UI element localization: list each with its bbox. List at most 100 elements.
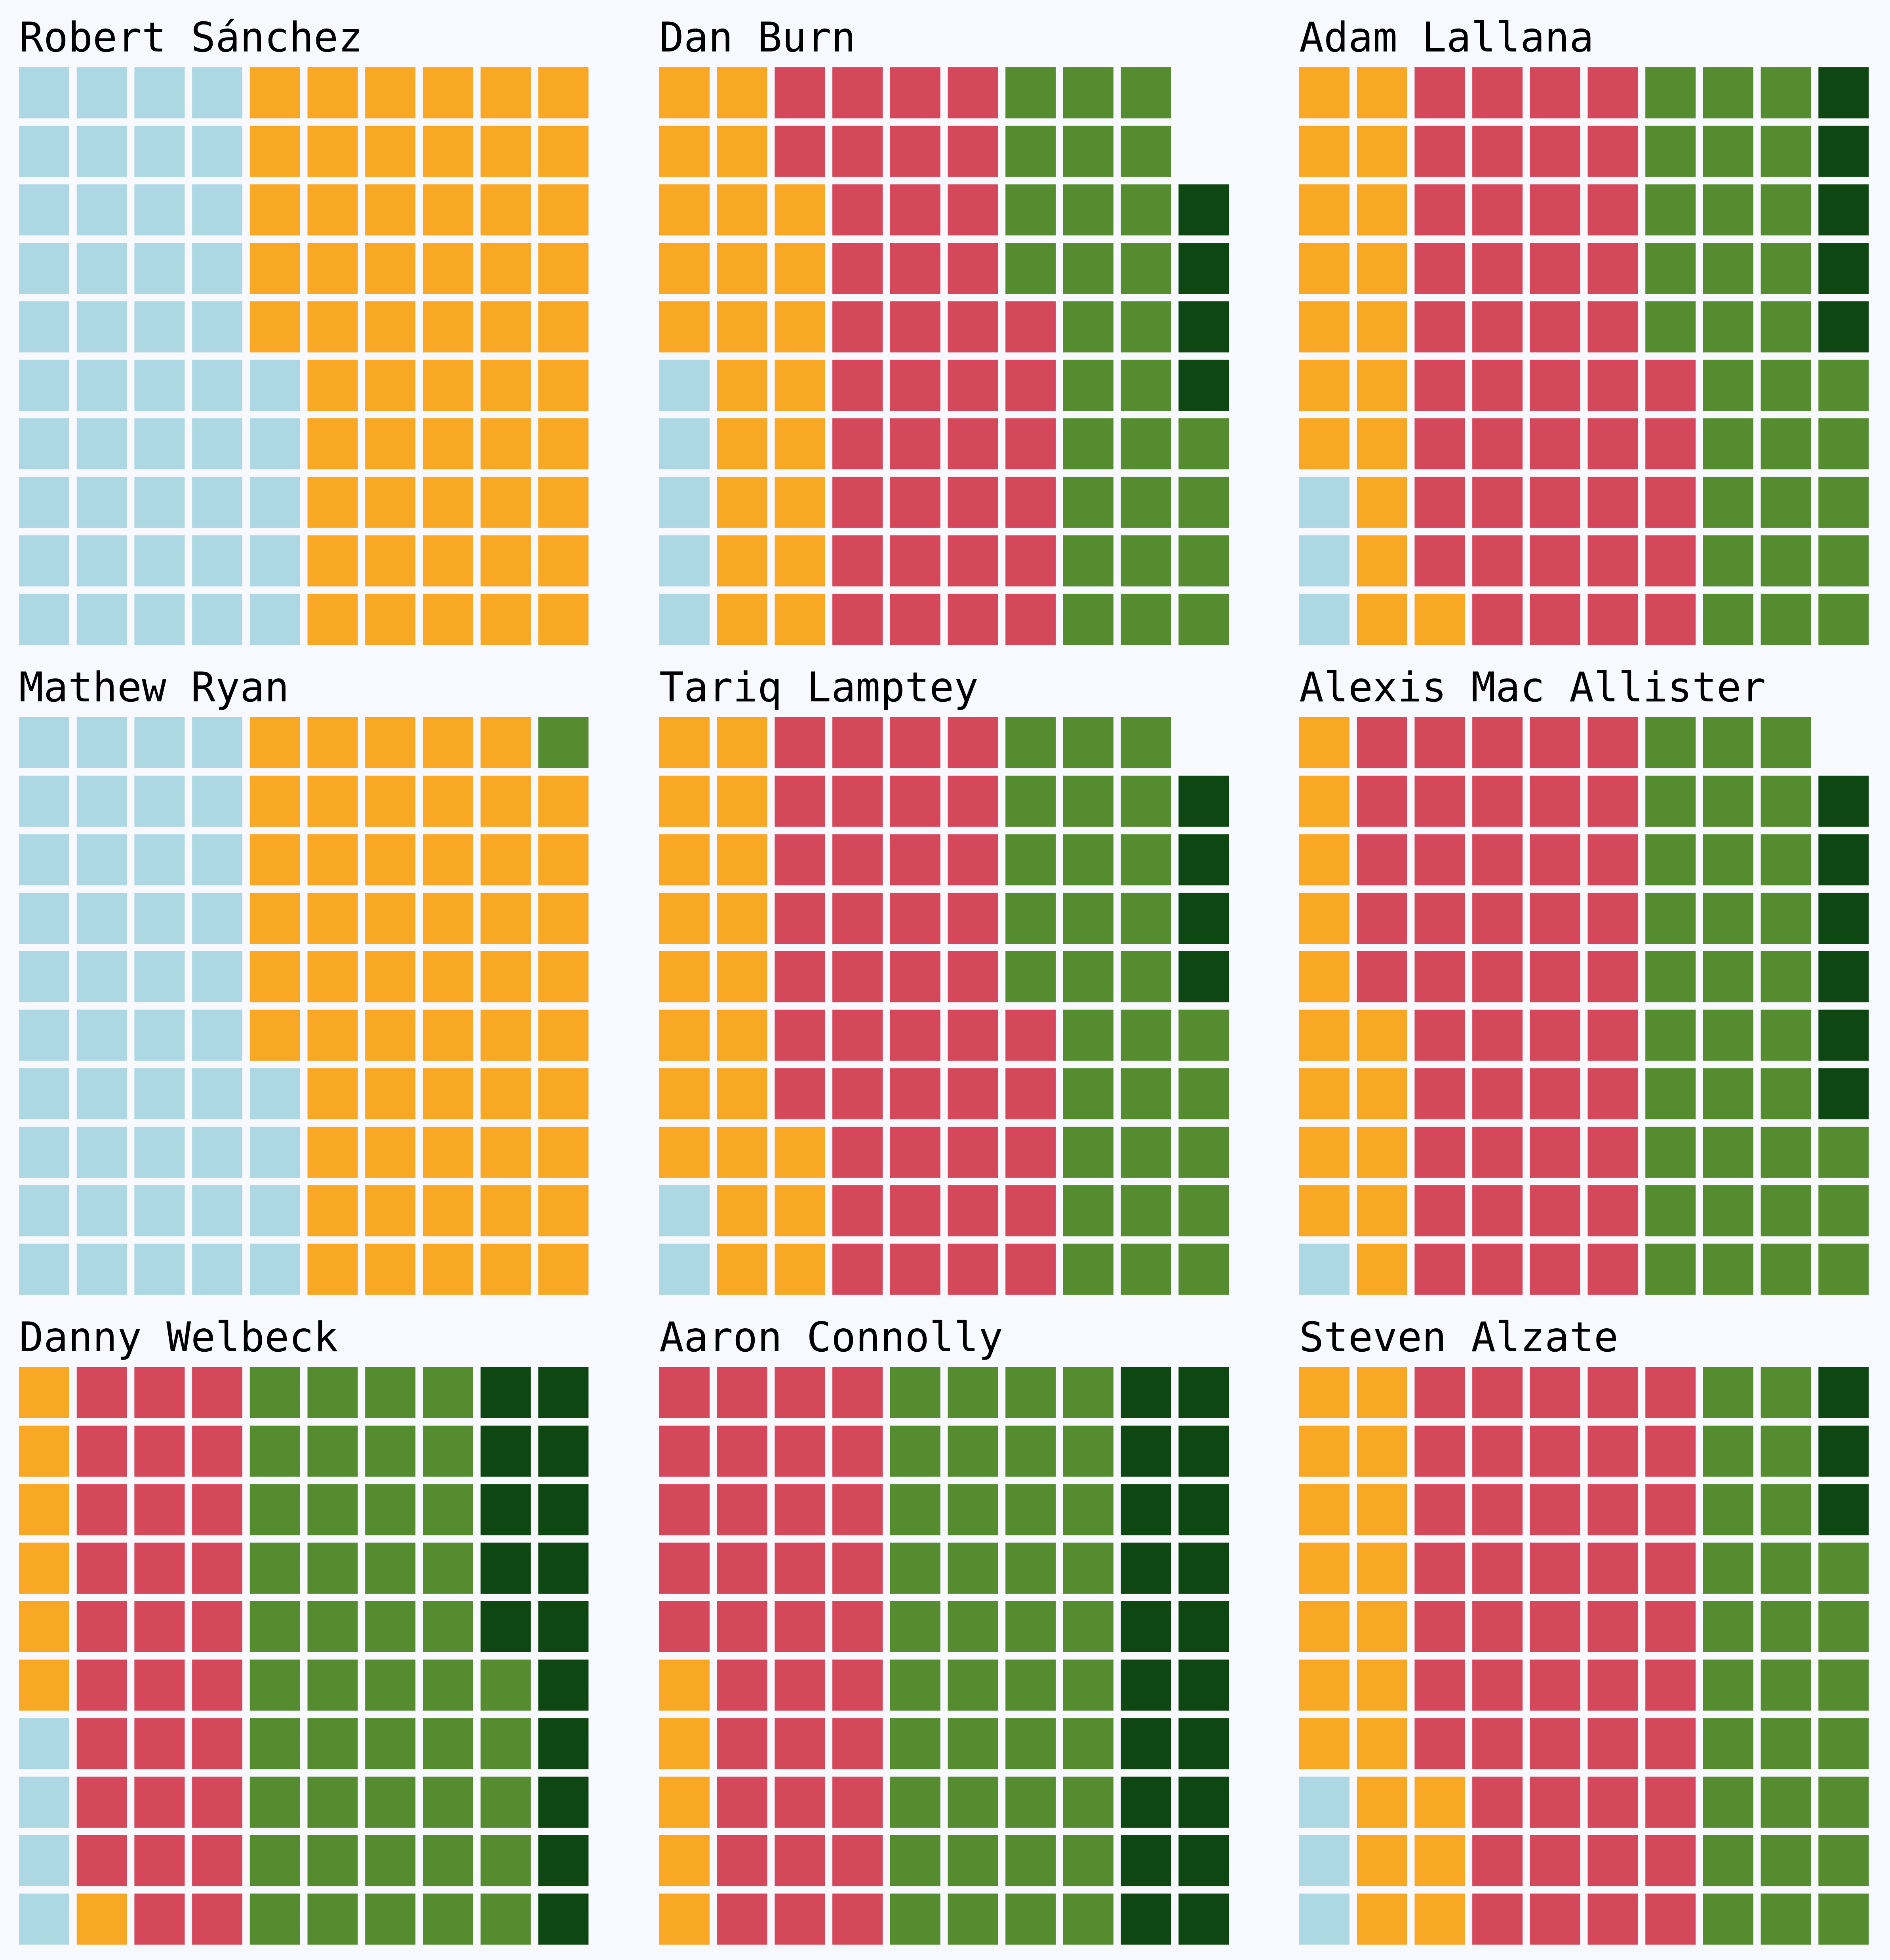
- waffle-cell: [832, 476, 883, 528]
- waffle-cell: [19, 1718, 69, 1770]
- waffle-cell: [948, 717, 998, 768]
- waffle-panel: Tariq Lamptey: [659, 664, 1229, 1295]
- waffle-cell: [832, 594, 883, 645]
- waffle-cell: [1299, 594, 1349, 645]
- waffle-cell: [832, 360, 883, 411]
- waffle-cell: [890, 360, 940, 411]
- waffle-cell: [1530, 126, 1580, 177]
- waffle-cell: [1357, 1068, 1407, 1120]
- waffle-cell: [480, 594, 531, 645]
- waffle-cell: [1357, 1244, 1407, 1295]
- waffle-cell: [1121, 1835, 1171, 1886]
- waffle-cell: [307, 717, 358, 768]
- waffle-cell: [192, 418, 243, 470]
- waffle-cell: [890, 1367, 940, 1418]
- waffle-cell: [249, 834, 300, 886]
- waffle-cell: [1178, 775, 1229, 827]
- waffle-cell: [76, 1068, 127, 1120]
- waffle-cell: [890, 893, 940, 944]
- waffle-cell: [1645, 476, 1696, 528]
- waffle-cell: [1005, 1543, 1056, 1594]
- waffle-cell: [1818, 951, 1869, 1002]
- waffle-cell: [538, 476, 589, 528]
- waffle-cell: [1121, 1659, 1171, 1711]
- waffle-cell: [1121, 594, 1171, 645]
- waffle-cell: [1178, 893, 1229, 944]
- waffle-cell: [1121, 1776, 1171, 1828]
- waffle-cell: [948, 1244, 998, 1295]
- waffle-cell: [307, 1601, 358, 1652]
- waffle-cell: [832, 1543, 883, 1594]
- waffle-cell: [890, 418, 940, 470]
- waffle-cell: [307, 1659, 358, 1711]
- waffle-cell: [134, 418, 185, 470]
- waffle-cell: [1703, 243, 1753, 294]
- waffle-cell: [1063, 476, 1113, 528]
- waffle-cell: [1818, 1484, 1869, 1535]
- waffle-cell: [19, 126, 69, 177]
- waffle-cell: [948, 535, 998, 587]
- waffle-cell: [134, 1659, 185, 1711]
- waffle-cell: [659, 67, 710, 118]
- waffle-cell: [659, 184, 710, 236]
- waffle-cell: [1063, 535, 1113, 587]
- waffle-cell: [1063, 1718, 1113, 1770]
- waffle-cell: [1761, 1835, 1811, 1886]
- waffle-cell: [76, 1244, 127, 1295]
- waffle-cell: [423, 717, 473, 768]
- waffle-cell: [192, 535, 243, 587]
- waffle-cell: [538, 1835, 589, 1886]
- waffle-cell: [249, 1244, 300, 1295]
- waffle-cell: [307, 1244, 358, 1295]
- waffle-cell: [1299, 126, 1349, 177]
- waffle-cell: [192, 1718, 243, 1770]
- waffle-panel: Robert Sánchez: [19, 14, 589, 645]
- waffle-cell: [659, 951, 710, 1002]
- waffle-cell: [1530, 834, 1580, 886]
- waffle-cell: [365, 67, 416, 118]
- waffle-cell: [480, 1425, 531, 1477]
- waffle-cell: [538, 360, 589, 411]
- waffle-cell: [832, 717, 883, 768]
- waffle-cell: [1063, 594, 1113, 645]
- waffle-cell: [76, 126, 127, 177]
- waffle-cell: [775, 1010, 825, 1061]
- waffle-cell: [307, 893, 358, 944]
- waffle-cell: [1357, 184, 1407, 236]
- waffle-cell: [1005, 360, 1056, 411]
- waffle-cell: [948, 126, 998, 177]
- waffle-cell: [538, 1126, 589, 1178]
- waffle-cell: [1005, 1367, 1056, 1418]
- waffle-cell: [134, 1893, 185, 1945]
- waffle-cell: [717, 1244, 767, 1295]
- waffle-cell: [76, 1126, 127, 1178]
- waffle-cell: [1645, 1185, 1696, 1236]
- waffle-cell: [76, 1659, 127, 1711]
- waffle-cell: [1121, 1718, 1171, 1770]
- waffle-cell: [1121, 951, 1171, 1002]
- waffle-cell: [1472, 834, 1523, 886]
- waffle-cell: [134, 360, 185, 411]
- panel-title: Tariq Lamptey: [659, 664, 978, 711]
- waffle-cell: [1587, 1776, 1638, 1828]
- waffle-cell: [775, 1835, 825, 1886]
- waffle-cell: [76, 243, 127, 294]
- waffle-cell: [1703, 893, 1753, 944]
- waffle-cell: [1357, 1718, 1407, 1770]
- waffle-cell: [365, 1068, 416, 1120]
- waffle-cell: [1063, 1601, 1113, 1652]
- waffle-cell: [1121, 1893, 1171, 1945]
- waffle-cell: [365, 476, 416, 528]
- waffle-cell: [249, 126, 300, 177]
- waffle-cell: [307, 1776, 358, 1828]
- waffle-cell: [307, 1425, 358, 1477]
- waffle-cell: [76, 1835, 127, 1886]
- waffle-cell: [538, 1010, 589, 1061]
- waffle-cell: [1178, 1718, 1229, 1770]
- waffle-cell: [1178, 1893, 1229, 1945]
- waffle-cell: [1414, 834, 1465, 886]
- waffle-cell: [365, 243, 416, 294]
- waffle-cell: [1178, 1068, 1229, 1120]
- waffle-cell: [1761, 476, 1811, 528]
- waffle-cell: [1299, 1484, 1349, 1535]
